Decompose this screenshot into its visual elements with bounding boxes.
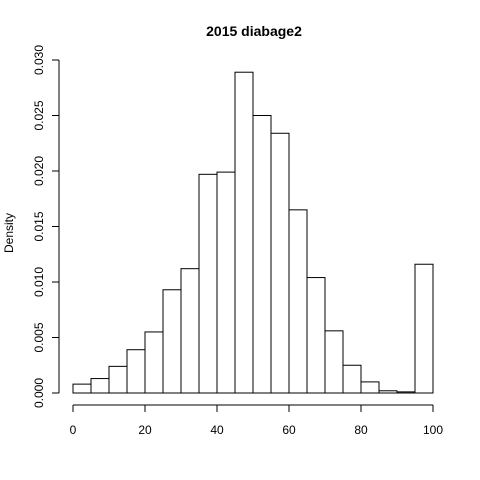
y-axis-label: Density	[2, 213, 16, 253]
histogram-bar	[217, 172, 235, 393]
y-tick-label: 0.020	[32, 156, 46, 186]
histogram-bar	[289, 210, 307, 393]
histogram-bar	[181, 269, 199, 393]
histogram-bar	[253, 116, 271, 394]
histogram-bar	[199, 174, 217, 393]
y-tick-label: 0.030	[32, 45, 46, 75]
x-tick-label: 40	[210, 423, 224, 437]
x-axis: 0 20 40 60 80 100	[70, 405, 444, 437]
y-tick-label: 0.005	[32, 322, 46, 352]
y-tick-label: 0.000	[32, 378, 46, 408]
y-tick-label: 0.010	[32, 267, 46, 297]
histogram-bar	[235, 72, 253, 393]
histogram-bar	[361, 382, 379, 393]
histogram-bar	[91, 379, 109, 393]
histogram-bar	[163, 290, 181, 393]
histogram-bar	[127, 350, 145, 393]
histogram-bar	[343, 365, 361, 393]
y-tick-label: 0.025	[32, 100, 46, 130]
histogram-bar	[73, 384, 91, 393]
y-tick-label: 0.015	[32, 211, 46, 241]
histogram-bar	[325, 331, 343, 393]
histogram-bar	[145, 332, 163, 393]
histogram-bar	[397, 392, 415, 393]
histogram-bar	[109, 366, 127, 393]
histogram-bar	[415, 264, 433, 393]
y-axis: 0.000 0.005 0.010 0.015 0.020 0.025 0.030	[32, 45, 59, 408]
chart-title: 2015 diabage2	[206, 23, 302, 39]
histogram-bar	[379, 391, 397, 393]
x-tick-label: 100	[423, 423, 443, 437]
histogram-bar	[271, 133, 289, 393]
histogram-bar	[307, 278, 325, 393]
bars-group	[73, 72, 433, 393]
x-tick-label: 0	[70, 423, 77, 437]
x-tick-label: 20	[138, 423, 152, 437]
x-tick-label: 80	[354, 423, 368, 437]
x-tick-label: 60	[282, 423, 296, 437]
